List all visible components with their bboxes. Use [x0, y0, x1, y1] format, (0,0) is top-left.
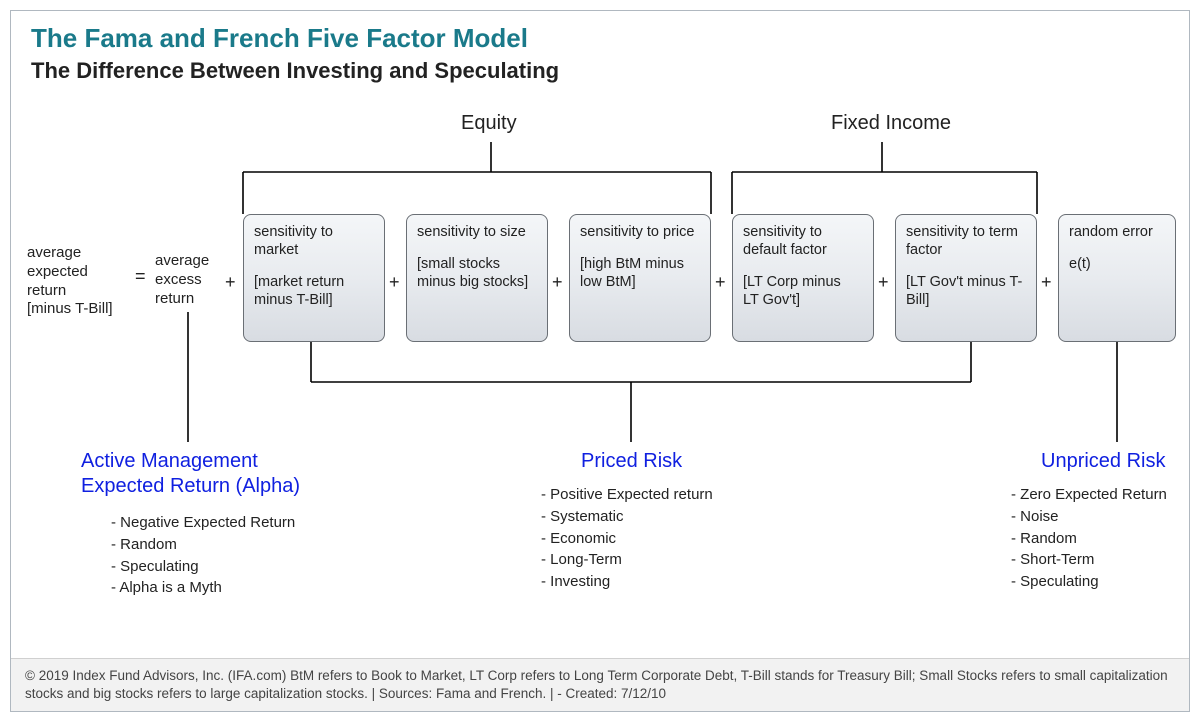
plus-3: +: [552, 272, 563, 293]
box-term-bot: [LT Gov't minus T-Bill]: [906, 274, 1022, 308]
bullet: - Systematic: [541, 506, 713, 528]
unpriced-head: Unpriced Risk: [1041, 449, 1165, 474]
equity-label: Equity: [461, 112, 517, 135]
box-size: sensitivity to size [small stocks minus …: [406, 214, 548, 342]
bullet: - Speculating: [1011, 571, 1167, 593]
box-price-bot: [high BtM minus low BtM]: [580, 256, 684, 290]
priced-bracket-icon: [311, 342, 971, 442]
bullet: - Random: [111, 534, 295, 556]
diagram-frame: The Fama and French Five Factor Model Th…: [10, 10, 1190, 712]
avg-excess-text: average excess return: [155, 252, 225, 308]
plus-1: +: [225, 272, 236, 293]
bullet: - Short-Term: [1011, 549, 1167, 571]
plus-2: +: [389, 272, 400, 293]
box-market: sensitivity to market [market return min…: [243, 214, 385, 342]
box-market-top: sensitivity to market: [254, 223, 374, 259]
main-title: The Fama and French Five Factor Model: [11, 11, 1189, 54]
bullet: - Alpha is a Myth: [111, 577, 295, 599]
plus-6: +: [1041, 272, 1052, 293]
box-error-top: random error: [1069, 223, 1165, 241]
alpha-bullets: - Negative Expected Return - Random - Sp…: [111, 512, 295, 599]
footer-text: © 2019 Index Fund Advisors, Inc. (IFA.co…: [11, 658, 1189, 711]
box-default-top: sensitivity to default factor: [743, 223, 863, 259]
bullet: - Random: [1011, 528, 1167, 550]
diagram-canvas: Equity Fixed Income average expected ret…: [11, 84, 1189, 624]
avg-expected-text: average expected return [minus T-Bill]: [27, 244, 137, 319]
unpriced-bullets: - Zero Expected Return - Noise - Random …: [1011, 484, 1167, 593]
priced-head: Priced Risk: [581, 449, 682, 474]
bullet: - Economic: [541, 528, 713, 550]
box-term-top: sensitivity to term factor: [906, 223, 1026, 259]
plus-4: +: [715, 272, 726, 293]
box-term: sensitivity to term factor [LT Gov't min…: [895, 214, 1037, 342]
unpriced-connector-icon: [1115, 342, 1119, 442]
bullet: - Positive Expected return: [541, 484, 713, 506]
box-default-bot: [LT Corp minus LT Gov't]: [743, 274, 841, 308]
bullet: - Negative Expected Return: [111, 512, 295, 534]
box-market-bot: [market return minus T-Bill]: [254, 274, 344, 308]
bullet: - Zero Expected Return: [1011, 484, 1167, 506]
alpha-connector-icon: [186, 312, 190, 442]
plus-5: +: [878, 272, 889, 293]
box-error: random error e(t): [1058, 214, 1176, 342]
fixed-bracket-icon: [732, 142, 1037, 214]
bullet: - Noise: [1011, 506, 1167, 528]
equity-bracket-icon: [243, 142, 711, 214]
bullet: - Speculating: [111, 556, 295, 578]
fixed-label: Fixed Income: [831, 112, 951, 135]
equals-sign: =: [135, 266, 146, 287]
subtitle: The Difference Between Investing and Spe…: [11, 54, 1189, 84]
box-price-top: sensitivity to price: [580, 223, 700, 241]
box-default: sensitivity to default factor [LT Corp m…: [732, 214, 874, 342]
box-size-bot: [small stocks minus big stocks]: [417, 256, 528, 290]
box-price: sensitivity to price [high BtM minus low…: [569, 214, 711, 342]
bullet: - Long-Term: [541, 549, 713, 571]
priced-bullets: - Positive Expected return - Systematic …: [541, 484, 713, 593]
alpha-head: Active Management Expected Return (Alpha…: [81, 449, 300, 499]
box-size-top: sensitivity to size: [417, 223, 537, 241]
bullet: - Investing: [541, 571, 713, 593]
box-error-bot: e(t): [1069, 256, 1091, 272]
